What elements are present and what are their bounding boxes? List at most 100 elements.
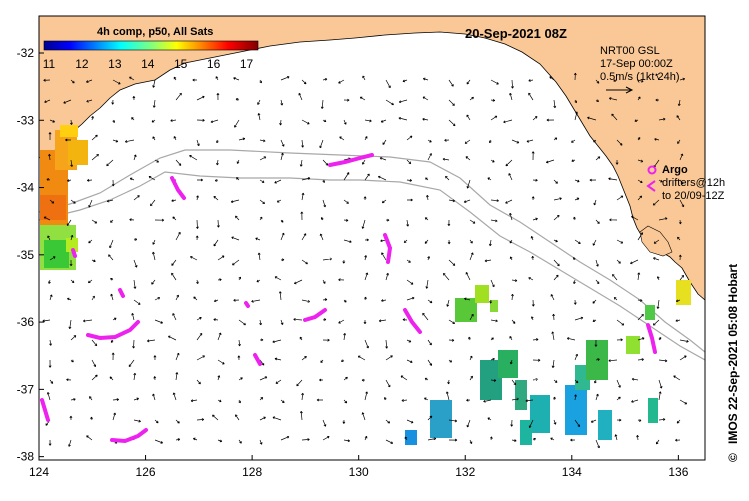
current-arrow: [343, 199, 349, 204]
current-arrow: [196, 95, 205, 101]
current-arrow: [490, 115, 498, 121]
current-arrow: [280, 435, 290, 441]
current-arrow: [88, 239, 93, 244]
current-arrow: [445, 175, 450, 181]
lat-tick-label: -36: [17, 315, 35, 329]
current-arrow: [593, 139, 597, 143]
current-arrow: [301, 355, 307, 361]
current-arrow: [272, 339, 282, 344]
current-arrow: [133, 259, 138, 268]
current-arrow: [110, 219, 114, 223]
current-arrow: [675, 299, 681, 303]
current-arrow: [110, 339, 114, 343]
current-arrow: [382, 139, 387, 145]
current-arrow: [448, 79, 454, 87]
current-arrow: [128, 359, 135, 368]
current-arrow: [510, 419, 514, 427]
current-arrow: [442, 272, 450, 281]
current-arrow: [86, 99, 93, 103]
current-arrow: [342, 419, 346, 424]
current-arrow: [573, 279, 576, 285]
current-arrow: [490, 199, 499, 203]
current-arrow: [427, 256, 431, 261]
current-arrow: [151, 279, 156, 285]
current-arrow: [655, 73, 660, 81]
sst-swath-west: [40, 125, 88, 270]
current-arrow: [634, 119, 639, 122]
current-arrow: [238, 399, 241, 404]
current-arrow: [511, 439, 517, 442]
current-arrow: [483, 399, 492, 403]
current-arrow: [129, 177, 135, 181]
current-arrow: [637, 137, 641, 141]
current-arrow: [129, 76, 135, 81]
current-arrow: [150, 199, 156, 207]
current-arrow: [574, 197, 580, 201]
colorbar-tick-label: 16: [207, 57, 221, 71]
current-arrow: [509, 335, 513, 341]
current-arrow: [469, 239, 473, 244]
current-arrow: [637, 159, 644, 163]
colorbar-tick-label: 17: [240, 57, 254, 71]
current-arrow: [49, 199, 55, 204]
current-arrow: [68, 319, 72, 330]
current-arrow: [406, 178, 413, 182]
current-arrow: [259, 199, 266, 205]
current-arrow: [381, 299, 387, 302]
current-arrow: [468, 336, 471, 341]
current-arrow: [233, 77, 240, 81]
current-arrow: [338, 278, 345, 282]
current-arrow: [637, 418, 642, 422]
current-arrow: [424, 377, 429, 381]
current-arrow: [171, 272, 177, 281]
current-arrow: [133, 397, 139, 401]
current-arrow: [280, 99, 284, 106]
current-arrow: [406, 135, 413, 141]
current-arrow: [217, 359, 225, 365]
current-arrow: [338, 319, 345, 324]
current-arrow: [658, 418, 666, 421]
current-arrow: [63, 99, 72, 104]
current-arrow: [531, 299, 535, 307]
current-arrow: [193, 437, 198, 441]
current-arrow: [257, 252, 261, 261]
current-arrow: [70, 234, 74, 241]
current-arrow: [508, 173, 513, 181]
current-arrow: [616, 379, 621, 388]
current-arrow: [422, 117, 429, 121]
current-arrow: [48, 132, 52, 140]
current-arrow: [196, 418, 205, 421]
current-arrow: [595, 439, 600, 449]
current-arrow: [42, 319, 51, 323]
current-arrow: [594, 379, 597, 384]
current-arrow: [171, 199, 177, 203]
current-arrow: [511, 279, 518, 282]
current-arrow: [322, 119, 327, 123]
current-arrow: [109, 239, 114, 249]
current-arrow: [91, 339, 98, 347]
current-arrow: [251, 299, 261, 303]
current-arrow: [427, 299, 433, 304]
current-arrow: [175, 92, 182, 101]
lon-tick-label: 128: [242, 465, 262, 479]
current-arrow: [379, 157, 387, 161]
current-arrow: [552, 313, 556, 321]
current-arrow: [675, 438, 681, 442]
current-arrow: [196, 118, 205, 122]
current-arrow: [676, 115, 681, 121]
current-arrow: [525, 399, 534, 403]
current-arrow: [490, 98, 496, 102]
current-arrow: [402, 318, 408, 322]
current-arrow: [322, 298, 328, 302]
current-arrow: [69, 415, 73, 421]
current-arrow: [424, 239, 429, 244]
current-arrow: [112, 317, 117, 321]
current-arrow: [532, 217, 538, 221]
current-arrow: [232, 259, 240, 266]
current-arrow: [82, 319, 93, 323]
current-arrow: [89, 396, 93, 401]
current-arrow: [574, 239, 581, 245]
current-arrow: [342, 259, 346, 264]
current-arrow: [466, 398, 471, 402]
